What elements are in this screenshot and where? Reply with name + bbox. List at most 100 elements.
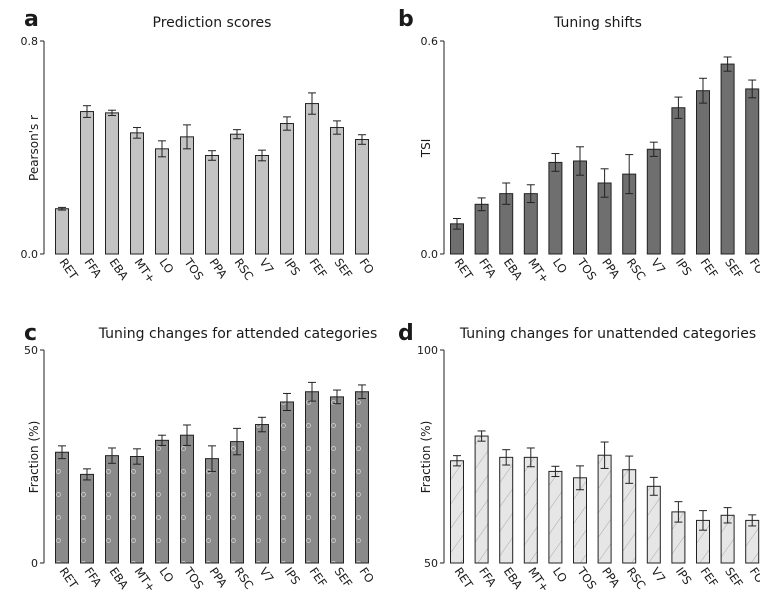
bar — [155, 148, 169, 255]
bar — [646, 485, 661, 564]
x-tick-label: V7 — [257, 256, 277, 276]
x-tick-label: MT+ — [525, 256, 552, 286]
bar — [523, 456, 538, 564]
bar — [745, 519, 760, 564]
x-tick-label: RET — [452, 256, 477, 283]
bar — [355, 139, 369, 255]
x-tick-label: EBA — [107, 256, 132, 283]
bar — [280, 123, 294, 255]
chart-title: Tuning changes for attended categories — [98, 326, 378, 342]
x-tick-label: V7 — [648, 565, 668, 585]
panel-c: c Tuning changes for attended categories… — [24, 321, 377, 595]
x-tick-label: FO — [357, 256, 377, 277]
y-tick-label: 50 — [24, 344, 38, 357]
x-tick-label: FEF — [307, 256, 330, 281]
x-tick-label: RSC — [624, 256, 649, 283]
bar — [205, 154, 219, 255]
x-tick-label: FFA — [476, 256, 499, 281]
bar — [696, 90, 710, 255]
bar — [305, 391, 319, 564]
x-tick-label: FO — [747, 565, 760, 586]
bar — [597, 454, 612, 564]
x-tick-label: V7 — [257, 565, 277, 585]
x-tick-label: RET — [57, 256, 82, 283]
bars — [55, 92, 369, 255]
x-tick-label: IPS — [673, 256, 695, 278]
x-tick-label: FFA — [476, 565, 499, 590]
x-tick-label: EBA — [107, 565, 132, 592]
panel-d: d Tuning changes for unattended categori… — [398, 321, 760, 595]
x-tick-label: FFA — [82, 256, 105, 281]
x-tick-label: PPA — [207, 256, 231, 281]
bar — [105, 455, 119, 564]
bar — [330, 127, 344, 255]
y-axis-label: Fraction (%) — [27, 421, 41, 493]
bar — [80, 111, 94, 255]
x-tick-label: FEF — [698, 565, 721, 590]
bar — [330, 396, 344, 564]
bar — [255, 154, 269, 255]
bar — [205, 458, 219, 564]
x-tick-label: MT+ — [132, 256, 159, 286]
x-tick-label: LO — [157, 256, 177, 276]
x-tick-labels: RET FFA EBA MT+LO TOS PPA RSC V7 IPS FEF SEF FO — [452, 255, 760, 286]
x-tick-label: TOS — [574, 564, 599, 592]
x-tick-label: FO — [747, 256, 760, 277]
x-tick-label: V7 — [648, 256, 668, 276]
y-axis: 50 100 Fraction (%) — [417, 344, 445, 570]
x-tick-label: LO — [550, 565, 570, 585]
bars — [55, 381, 369, 564]
x-tick-label: PPA — [207, 565, 231, 590]
bar — [720, 63, 735, 255]
bar — [155, 439, 169, 564]
x-tick-label: MT+ — [132, 565, 159, 595]
x-tick-label: IPS — [673, 565, 695, 587]
bar — [230, 133, 244, 255]
bar — [305, 103, 319, 255]
bar — [548, 470, 563, 564]
bar — [105, 112, 119, 255]
bar — [745, 88, 760, 255]
x-tick-label: PPA — [599, 256, 623, 281]
x-tick-label: PPA — [599, 565, 623, 590]
bar — [573, 477, 587, 564]
x-tick-label: FFA — [82, 565, 105, 590]
y-tick-label: 50 — [424, 557, 438, 570]
panel-label-d: d — [398, 321, 414, 346]
y-tick-label: 0 — [31, 557, 38, 570]
bar — [80, 473, 94, 564]
bar — [130, 456, 144, 564]
chart-title: Prediction scores — [153, 15, 272, 31]
x-tick-label: SEF — [722, 565, 746, 590]
chart-title: Tuning changes for unattended categories — [459, 326, 756, 342]
bar — [499, 456, 514, 564]
bars — [450, 56, 760, 255]
x-tick-label: RET — [452, 565, 477, 592]
panel-a: a Prediction scores 0.0 0.8 Pearson's r RE… — [21, 7, 377, 286]
x-tick-label: RSC — [232, 256, 257, 283]
x-tick-label: FEF — [698, 256, 721, 281]
bar — [671, 107, 686, 255]
x-tick-label: EBA — [501, 256, 526, 283]
bar — [180, 136, 194, 255]
x-tick-label: LO — [550, 256, 570, 276]
y-axis: 0.0 0.8 Pearson's r — [21, 35, 45, 261]
bar — [474, 203, 489, 255]
y-axis: 0.0 0.6 TSI — [419, 35, 445, 261]
bar — [180, 434, 194, 564]
x-tick-label: RSC — [232, 565, 257, 592]
y-tick-label: 0.8 — [21, 35, 39, 48]
x-tick-label: TOS — [181, 564, 206, 592]
x-tick-labels: RET FFA EBA MT+LO TOS PPA RSC V7 IPS FEF SEF FO — [452, 564, 760, 595]
x-tick-label: FO — [357, 565, 377, 586]
x-tick-labels: RET FFA EBA MT+LO TOS PPA RSC V7 IPS FEF SEF FO — [57, 564, 377, 595]
bar — [646, 148, 661, 255]
bar — [130, 132, 144, 255]
bar — [280, 401, 294, 564]
y-axis-label: Fraction (%) — [419, 421, 433, 493]
x-tick-label: TOS — [574, 255, 599, 283]
y-tick-label: 0.6 — [421, 35, 439, 48]
panel-label-c: c — [24, 321, 37, 346]
y-axis-label: Pearson's r — [27, 115, 41, 181]
